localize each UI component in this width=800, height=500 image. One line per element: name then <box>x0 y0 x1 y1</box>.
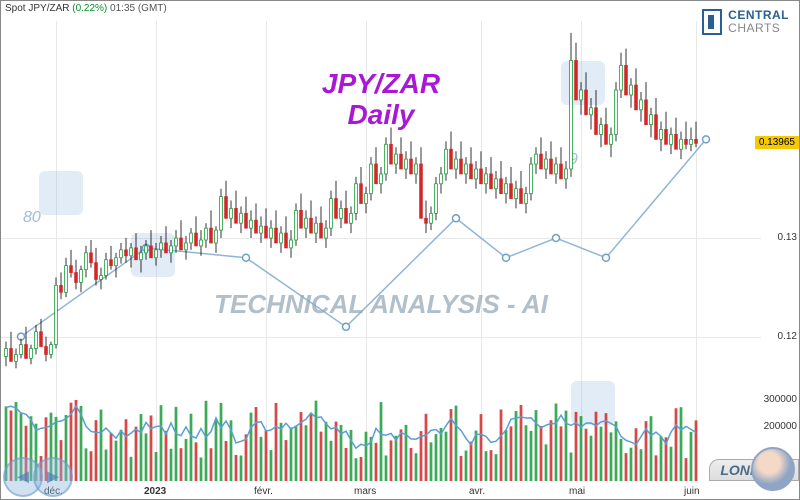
time-x-axis: déc.2023févr.marsavr.maijuin <box>1 481 761 499</box>
price-chart[interactable] <box>1 21 761 386</box>
chart-header: Spot JPY/ZAR (0.22%) 01:35 (GMT) <box>5 3 167 14</box>
volume-chart[interactable] <box>1 386 761 481</box>
symbol-name: Spot JPY/ZAR <box>5 3 69 14</box>
avatar-icon[interactable] <box>751 447 795 491</box>
price-y-axis: 0.120.13 <box>759 21 799 386</box>
nav-button-group: ◄ ► <box>3 457 73 497</box>
current-price-label: 0.13965 <box>755 136 799 149</box>
change-percent: (0.22%) <box>72 3 107 14</box>
nav-next-button[interactable]: ► <box>33 457 73 497</box>
header-timestamp: 01:35 (GMT) <box>110 3 167 14</box>
